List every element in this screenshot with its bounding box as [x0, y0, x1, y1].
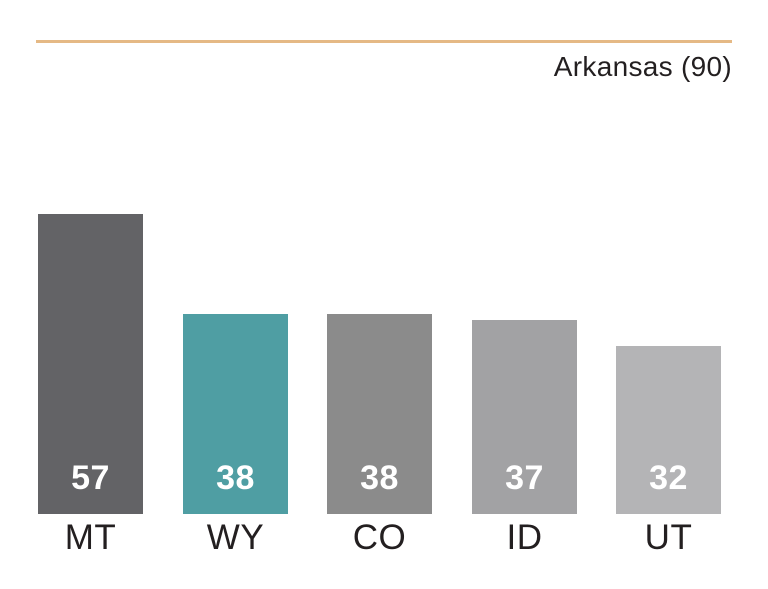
bar-ut: 32 — [616, 346, 721, 514]
bar-category-label: WY — [206, 518, 265, 557]
reference-line — [36, 40, 732, 43]
bar-wy: 38 — [183, 314, 288, 514]
bar-value-label: 38 — [216, 459, 255, 497]
bar-category-label: ID — [506, 518, 543, 557]
bar-id: 37 — [472, 320, 577, 514]
bar-value-label: 32 — [649, 459, 688, 497]
bar-mt: 57 — [38, 214, 143, 514]
bar-value-label: 57 — [71, 459, 110, 497]
bar-category-label: UT — [644, 518, 693, 557]
bar-value-label: 38 — [360, 459, 399, 497]
reference-label: Arkansas (90) — [553, 51, 732, 82]
bar-co: 38 — [327, 314, 432, 514]
bar-category-label: CO — [352, 518, 407, 557]
bar-value-label: 37 — [505, 459, 544, 497]
bar-category-label: MT — [64, 518, 117, 557]
